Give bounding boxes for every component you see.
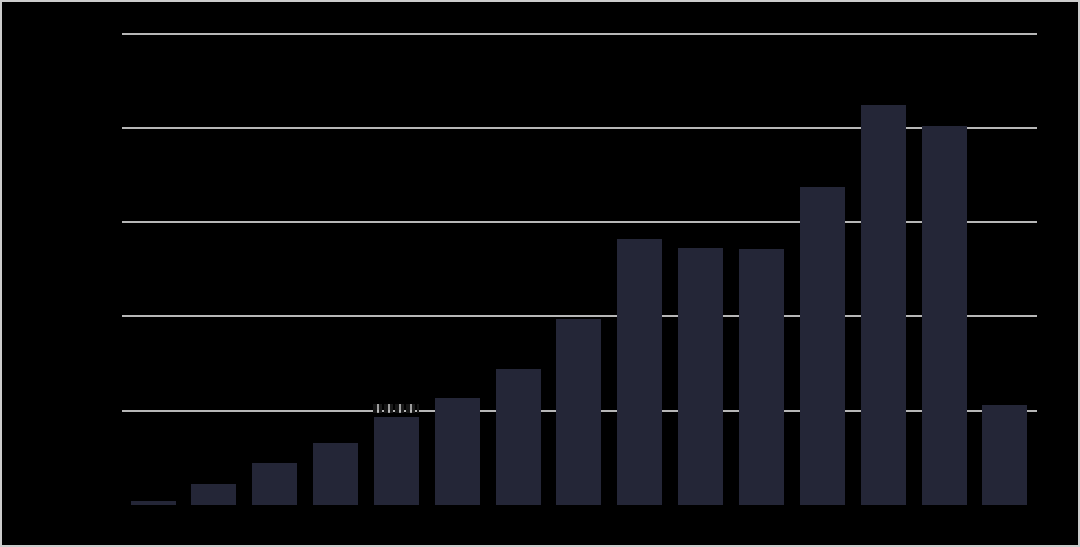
bar-9 [617, 239, 663, 505]
gridline-y-4 [122, 126, 1037, 129]
illegible-data-label [373, 404, 419, 413]
bar-11 [739, 249, 784, 505]
bar-10 [678, 247, 724, 505]
bar-3 [252, 462, 298, 505]
bar-1 [130, 501, 176, 505]
bar-5 [373, 417, 419, 505]
bar-7 [495, 369, 541, 505]
gridline-y-3 [122, 221, 1037, 224]
bar-15 [982, 405, 1028, 505]
bar-8 [556, 319, 602, 505]
bar-12 [799, 187, 845, 505]
bar-13 [860, 105, 906, 505]
gridline-y-2 [122, 315, 1037, 318]
gridline-y-5 [122, 32, 1037, 35]
bar-2 [191, 484, 237, 505]
bar-4 [313, 442, 359, 505]
bar-6 [434, 398, 480, 505]
bar-14 [921, 125, 967, 505]
